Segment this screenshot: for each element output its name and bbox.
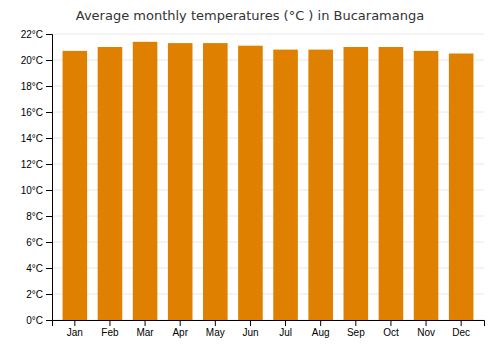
- tick: 6°C: [26, 237, 52, 248]
- tick: 12°C: [21, 159, 52, 170]
- tick-label: Jul: [279, 327, 292, 338]
- tick: Jan: [67, 320, 83, 338]
- tick-label: Jan: [67, 327, 83, 338]
- tick-label: Jun: [242, 327, 258, 338]
- tick: Mar: [136, 320, 154, 338]
- tick-label: Sep: [347, 327, 365, 338]
- tick-mark: [46, 60, 52, 61]
- bar: [203, 43, 228, 320]
- plot: 0°C 2°C 4°C 6°C 8°C 10°C 12°C 14°C 16°C 18°C 20°C 2…: [21, 29, 485, 338]
- tick-label: 16°C: [21, 107, 43, 118]
- tick-mark: [426, 320, 427, 326]
- tick: 10°C: [21, 185, 52, 196]
- tick-label: 18°C: [21, 81, 43, 92]
- tick-mark: [46, 34, 52, 35]
- tick-mark: [46, 138, 52, 139]
- tick-mark: [109, 320, 110, 326]
- bars: [63, 42, 474, 320]
- tick: Jul: [279, 320, 292, 338]
- tick-label: Feb: [101, 327, 119, 338]
- tick-label: 4°C: [26, 263, 43, 274]
- tick: 22°C: [21, 29, 52, 40]
- bar: [98, 47, 123, 320]
- tick-label: 8°C: [26, 211, 43, 222]
- bar: [133, 42, 158, 320]
- axis-line: [46, 35, 53, 321]
- tick-mark: [46, 268, 52, 269]
- bar: [449, 54, 474, 321]
- tick-mark: [74, 320, 75, 326]
- tick: Feb: [101, 320, 119, 338]
- tick: Aug: [312, 320, 330, 338]
- tick-label: 12°C: [21, 159, 43, 170]
- tick-mark: [180, 320, 181, 326]
- tick: 14°C: [21, 133, 52, 144]
- bar: [344, 47, 369, 320]
- tick-label: 10°C: [21, 185, 43, 196]
- tick-mark: [46, 190, 52, 191]
- tick-label: 6°C: [26, 237, 43, 248]
- tick-mark: [355, 320, 356, 326]
- tick: 18°C: [21, 81, 52, 92]
- tick-mark: [46, 216, 52, 217]
- y-axis: 0°C 2°C 4°C 6°C 8°C 10°C 12°C 14°C 16°C 18°C 20°C 2…: [21, 29, 53, 326]
- tick: 0°C: [26, 315, 52, 326]
- tick: May: [206, 320, 225, 338]
- tick-mark: [320, 320, 321, 326]
- tick-label: 22°C: [21, 29, 43, 40]
- bar: [308, 50, 333, 320]
- tick: 20°C: [21, 55, 52, 66]
- grid: [52, 34, 484, 320]
- tick: 2°C: [26, 289, 52, 300]
- tick-mark: [46, 242, 52, 243]
- bar: [414, 51, 439, 320]
- tick: Apr: [172, 320, 188, 338]
- tick-mark: [390, 320, 391, 326]
- tick-label: 0°C: [26, 315, 43, 326]
- tick-mark: [46, 164, 52, 165]
- tick-mark: [46, 86, 52, 87]
- tick-mark: [46, 294, 52, 295]
- tick: Dec: [452, 320, 470, 338]
- bar: [63, 51, 88, 320]
- bar: [379, 47, 404, 320]
- tick: Nov: [417, 320, 435, 338]
- tick-mark: [46, 112, 52, 113]
- title: Average monthly temperatures (°C ) in Bu…: [76, 8, 424, 23]
- tick-label: 2°C: [26, 289, 43, 300]
- tick-label: Aug: [312, 327, 330, 338]
- tick: Jun: [242, 320, 258, 338]
- tick: 4°C: [26, 263, 52, 274]
- tick-label: Mar: [136, 327, 154, 338]
- x-axis: Jan Feb Mar Apr May Jun Jul Aug Sep Oct Nov Dec: [53, 320, 485, 338]
- tick: 8°C: [26, 211, 52, 222]
- tick-label: Oct: [383, 327, 399, 338]
- bar: [238, 46, 263, 320]
- tick-label: 20°C: [21, 55, 43, 66]
- tick: Oct: [383, 320, 399, 338]
- tick-mark: [461, 320, 462, 326]
- tick-mark: [145, 320, 146, 326]
- bar: [273, 50, 298, 320]
- tick-label: Dec: [452, 327, 470, 338]
- tick-label: Nov: [417, 327, 435, 338]
- tick-label: 14°C: [21, 133, 43, 144]
- chart: Average monthly temperatures (°C ) in Bu…: [0, 0, 500, 350]
- bar: [168, 43, 193, 320]
- tick-mark: [285, 320, 286, 326]
- tick: 16°C: [21, 107, 52, 118]
- grid-line: [52, 34, 484, 35]
- tick-mark: [250, 320, 251, 326]
- tick-mark: [46, 320, 52, 321]
- tick: Sep: [347, 320, 365, 338]
- tick-label: May: [206, 327, 225, 338]
- axis-line: [53, 321, 485, 327]
- tick-mark: [215, 320, 216, 326]
- tick-label: Apr: [172, 327, 188, 338]
